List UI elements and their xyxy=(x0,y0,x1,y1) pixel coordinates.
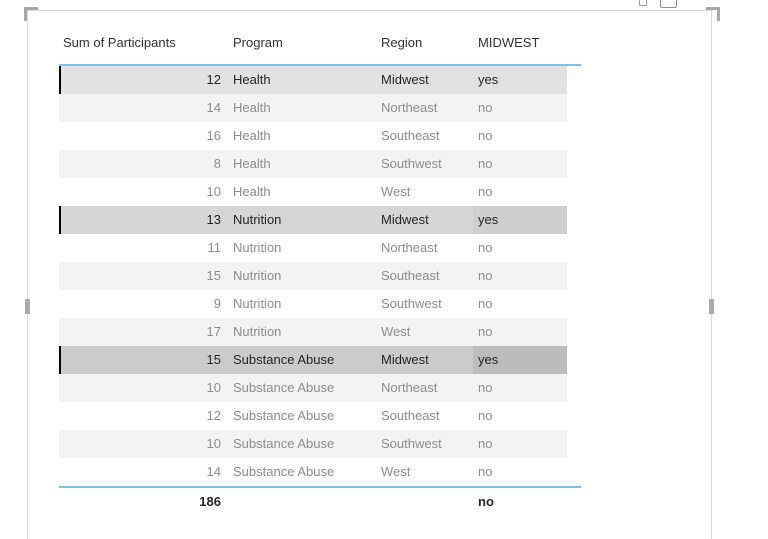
header-separator-line xyxy=(59,64,581,66)
cell-program: Substance Abuse xyxy=(233,380,335,395)
cell-participants: 10 xyxy=(206,436,221,451)
cell-participants: 12 xyxy=(206,408,221,423)
table-row[interactable]: 14 Substance Abuse West no xyxy=(59,458,567,486)
cell-participants: 9 xyxy=(213,296,221,311)
cell-program: Nutrition xyxy=(233,268,282,283)
cell-region: Southeast xyxy=(381,268,440,283)
cell-midwest: no xyxy=(478,464,493,479)
cell-program: Health xyxy=(233,184,271,199)
cell-region: Northeast xyxy=(381,240,438,255)
table-row[interactable]: 10 Substance Abuse Southwest no xyxy=(59,430,567,458)
cell-program: Substance Abuse xyxy=(233,436,335,451)
cell-program: Health xyxy=(233,100,271,115)
cell-program: Nutrition xyxy=(233,212,282,227)
cell-program: Nutrition xyxy=(233,240,282,255)
cell-participants: 13 xyxy=(206,212,221,227)
cell-region: Midwest xyxy=(381,72,429,87)
cell-region: West xyxy=(381,184,411,199)
cell-midwest: no xyxy=(478,296,493,311)
cell-midwest: no xyxy=(478,240,493,255)
total-separator-line xyxy=(59,486,581,488)
table-row[interactable]: 10 Substance Abuse Northeast no xyxy=(59,374,567,402)
cell-midwest: yes xyxy=(473,346,567,374)
table-row[interactable]: 14 Health Northeast no xyxy=(59,94,567,122)
cell-participants: 12 xyxy=(206,72,221,87)
cell-region: West xyxy=(381,324,411,339)
cell-program: Substance Abuse xyxy=(233,408,335,423)
table-visual[interactable]: Sum of Participants Program Region MIDWE… xyxy=(24,7,720,539)
resize-handle-top-left[interactable] xyxy=(24,7,38,21)
cell-participants: 8 xyxy=(213,156,221,171)
cell-region: Midwest xyxy=(381,212,429,227)
cell-participants: 15 xyxy=(206,268,221,283)
total-program xyxy=(228,488,376,516)
cell-region: Southwest xyxy=(381,436,442,451)
cell-region: Southwest xyxy=(381,296,442,311)
cell-program: Nutrition xyxy=(233,296,282,311)
cell-midwest: yes xyxy=(473,66,567,94)
cell-region: Southeast xyxy=(381,408,440,423)
cell-program: Health xyxy=(233,128,271,143)
column-header-sum-of-participants[interactable]: Sum of Participants xyxy=(63,35,176,50)
cell-participants: 14 xyxy=(206,100,221,115)
table-row[interactable]: 12 Substance Abuse Southeast no xyxy=(59,402,567,430)
table-row[interactable]: 15 Substance Abuse Midwest yes xyxy=(59,346,567,374)
total-region xyxy=(376,488,473,516)
table-row[interactable]: 12 Health Midwest yes xyxy=(59,66,567,94)
cell-participants: 10 xyxy=(206,380,221,395)
cell-program: Health xyxy=(233,156,271,171)
cell-midwest: yes xyxy=(473,206,567,234)
cell-region: Northeast xyxy=(381,380,438,395)
table-body: 12 Health Midwest yes 14 Health Northeas… xyxy=(59,66,583,486)
cell-midwest: no xyxy=(478,268,493,283)
cell-region: Midwest xyxy=(381,352,429,367)
cell-participants: 17 xyxy=(206,324,221,339)
table-row[interactable]: 13 Nutrition Midwest yes xyxy=(59,206,567,234)
column-header-region[interactable]: Region xyxy=(381,35,423,50)
cropped-toolbar-icon-b[interactable] xyxy=(660,0,677,8)
cell-midwest: no xyxy=(478,436,493,451)
cell-midwest: no xyxy=(478,408,493,423)
cell-midwest: no xyxy=(478,156,493,171)
total-participants: 186 xyxy=(199,494,221,509)
cell-program: Nutrition xyxy=(233,324,282,339)
cell-participants: 10 xyxy=(206,184,221,199)
cropped-toolbar-icon-a[interactable] xyxy=(639,0,647,6)
cell-region: West xyxy=(381,464,411,479)
resize-handle-top-right[interactable] xyxy=(706,7,720,21)
table-row[interactable]: 11 Nutrition Northeast no xyxy=(59,234,567,262)
cell-participants: 11 xyxy=(207,240,222,255)
column-header-midwest[interactable]: MIDWEST xyxy=(478,35,540,50)
cell-midwest: no xyxy=(478,128,493,143)
cell-participants: 14 xyxy=(206,464,221,479)
resize-handle-middle-right[interactable] xyxy=(709,299,714,314)
cell-midwest: no xyxy=(478,324,493,339)
cell-participants: 15 xyxy=(206,352,221,367)
cell-midwest: no xyxy=(478,380,493,395)
cell-participants: 16 xyxy=(206,128,221,143)
table-row[interactable]: 15 Nutrition Southeast no xyxy=(59,262,567,290)
table-row[interactable]: 17 Nutrition West no xyxy=(59,318,567,346)
participants-table: Sum of Participants Program Region MIDWE… xyxy=(59,21,583,516)
table-total-row: 186 no xyxy=(59,488,567,516)
cell-midwest: no xyxy=(478,100,493,115)
table-row[interactable]: 10 Health West no xyxy=(59,178,567,206)
table-row[interactable]: 16 Health Southeast no xyxy=(59,122,567,150)
total-midwest: no xyxy=(478,494,494,509)
table-header-row: Sum of Participants Program Region MIDWE… xyxy=(59,21,567,64)
cell-program: Substance Abuse xyxy=(233,464,335,479)
table-row[interactable]: 9 Nutrition Southwest no xyxy=(59,290,567,318)
cell-region: Northeast xyxy=(381,100,438,115)
cell-program: Substance Abuse xyxy=(233,352,335,367)
cell-region: Southwest xyxy=(381,156,442,171)
resize-handle-middle-left[interactable] xyxy=(25,299,30,314)
cell-region: Southeast xyxy=(381,128,440,143)
column-header-program[interactable]: Program xyxy=(233,35,283,50)
table-row[interactable]: 8 Health Southwest no xyxy=(59,150,567,178)
cell-midwest: no xyxy=(478,184,493,199)
cell-program: Health xyxy=(233,72,271,87)
